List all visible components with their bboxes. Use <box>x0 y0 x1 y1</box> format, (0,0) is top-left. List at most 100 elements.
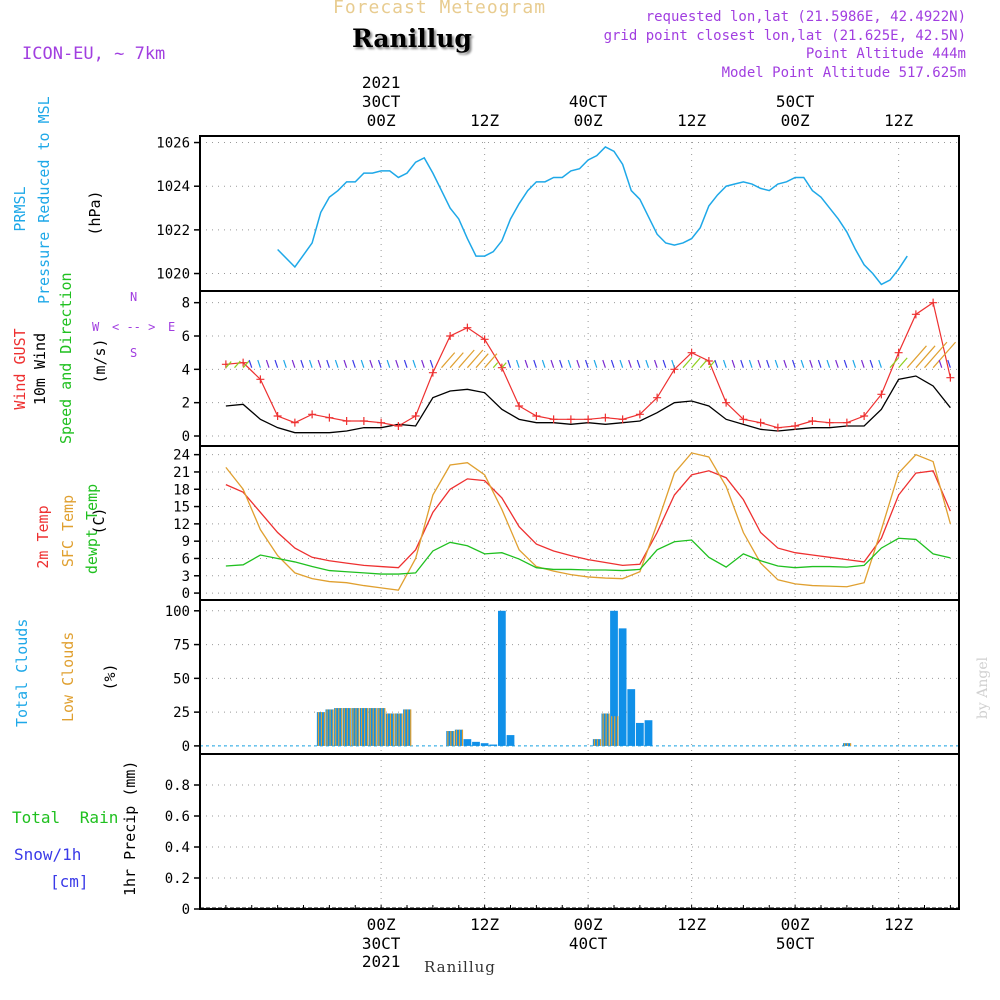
wind-direction-arrow <box>360 359 365 368</box>
top-time-label: 00Z <box>781 111 810 130</box>
wind-gust-marker <box>601 413 610 422</box>
bottom-time-label: 50CT <box>776 934 815 953</box>
wind-gust-marker <box>894 348 903 357</box>
low-clouds-bar <box>335 708 337 746</box>
ytick-label: 8 <box>182 296 190 312</box>
low-clouds-bar <box>360 708 363 746</box>
low-clouds-bar <box>614 716 616 746</box>
ytick-label: 50 <box>173 671 190 687</box>
compass-n: N <box>130 290 138 304</box>
top-time-label: 50CT <box>776 92 815 111</box>
low-clouds-bar <box>372 708 374 746</box>
low-clouds-bar <box>317 712 320 746</box>
total-clouds-bar <box>342 708 351 746</box>
wind-gust-marker <box>756 418 765 427</box>
wind-direction-arrow <box>748 359 753 368</box>
low-clouds-bar <box>389 713 392 746</box>
wind-direction-arrow <box>906 345 927 369</box>
wind-direction-arrow <box>403 359 408 368</box>
low-clouds-bar <box>352 708 354 746</box>
ytick-label: 0.4 <box>165 840 190 856</box>
low-clouds-bar <box>346 708 348 746</box>
panel-frame <box>199 753 960 910</box>
low-clouds-bar <box>338 708 340 746</box>
low-clouds-bar <box>461 729 464 746</box>
bottom-time-label: 40CT <box>569 934 608 953</box>
low-clouds-bar <box>381 708 383 746</box>
wind-direction-arrow <box>889 357 900 369</box>
wind-direction-arrow <box>386 359 391 368</box>
wind-10m-line <box>225 375 951 434</box>
low-clouds-bar <box>593 739 596 746</box>
wind-direction-arrow <box>636 359 641 368</box>
wind-direction-arrow <box>878 359 882 368</box>
total-clouds-bar <box>842 743 851 746</box>
total-clouds-bar <box>618 628 627 746</box>
wind-direction-arrow <box>317 359 322 368</box>
wind-direction-arrow <box>501 362 507 369</box>
low-clouds-bar <box>358 708 360 746</box>
total-clouds-bar <box>610 610 618 746</box>
wind-direction-arrow <box>869 359 874 368</box>
total-clouds-bar <box>368 708 377 746</box>
wind-direction-arrow <box>395 359 399 368</box>
wind-gust-marker <box>256 375 265 384</box>
low-clouds-bar <box>608 713 610 746</box>
total-clouds-bar <box>480 743 489 746</box>
low-clouds-bar <box>332 709 334 746</box>
bottom-time-label: 00Z <box>367 915 396 934</box>
low-clouds-bar <box>384 708 386 746</box>
wind-gust-marker <box>463 323 472 332</box>
low-clouds-bar <box>378 708 380 746</box>
wind-direction-arrow <box>412 359 417 368</box>
wind-gust-marker <box>342 417 351 425</box>
temp-dewpt-line <box>225 537 951 575</box>
wind-gust-marker <box>411 412 420 420</box>
wind-gust-marker <box>860 412 869 420</box>
wind-gust-marker <box>929 298 938 307</box>
ytick-label: 0.2 <box>165 871 190 887</box>
panel-frame <box>199 445 960 601</box>
wind-direction-arrow <box>610 359 615 368</box>
low-clouds-bar <box>392 713 395 746</box>
wind-gust-marker <box>877 390 886 399</box>
total-clouds-bar <box>454 729 463 746</box>
wind-gust-marker <box>480 335 489 344</box>
pressure-line <box>277 145 908 286</box>
total-clouds-bar <box>627 689 636 746</box>
low-clouds-bar <box>447 731 449 746</box>
wind-direction-arrow <box>265 359 270 368</box>
wind-direction-arrow <box>809 359 813 368</box>
bottom-time-label: 00Z <box>781 915 810 934</box>
wind-direction-arrow <box>584 359 589 368</box>
total-clouds-bar <box>472 741 480 746</box>
total-clouds-bar <box>334 708 342 746</box>
wind-gust-marker <box>618 415 627 424</box>
ytick-label: 1024 <box>156 179 190 195</box>
ytick-label: 1026 <box>156 136 190 152</box>
wind-direction-arrow <box>947 359 951 368</box>
wind-direction-arrow <box>492 362 499 369</box>
footer-location: Ranillug <box>424 958 496 976</box>
total-clouds-bar <box>497 610 506 746</box>
point-altitude: Point Altitude 444m <box>805 46 966 62</box>
ytick-label: 12 <box>173 517 190 533</box>
wind-gust-marker <box>377 418 386 427</box>
wind-gust-marker <box>566 415 575 424</box>
wind-direction-arrow <box>242 360 250 369</box>
low-clouds-bar <box>410 709 412 746</box>
total-clouds-bar <box>635 722 644 746</box>
wind-gust-marker <box>290 418 299 427</box>
bottom-time-label: 30CT <box>362 934 401 953</box>
wind-direction-arrow <box>429 359 434 368</box>
wind-gust-marker <box>842 418 851 427</box>
wind-gust-marker <box>359 417 368 425</box>
ytick-label: 75 <box>173 638 190 654</box>
wind-direction-arrow <box>326 359 330 368</box>
wind-direction-arrow <box>533 359 537 368</box>
ytick-label: 6 <box>182 329 190 345</box>
wind-gust-marker <box>946 373 955 382</box>
wind-direction-arrow <box>248 359 253 368</box>
chart-title: Ranillug <box>352 24 472 53</box>
